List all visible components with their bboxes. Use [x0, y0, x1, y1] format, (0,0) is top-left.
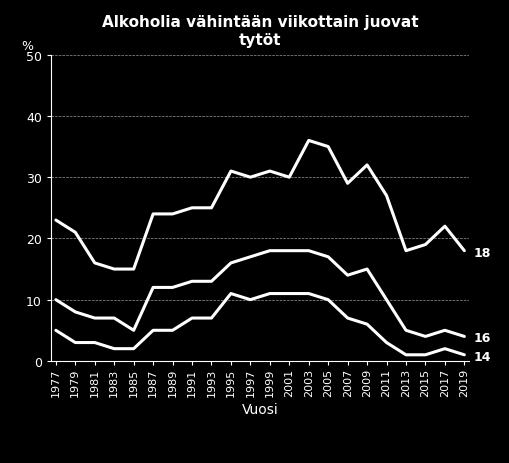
- Text: %: %: [22, 39, 34, 52]
- Title: Alkoholia vähintään viikottain juovat
tytöt: Alkoholia vähintään viikottain juovat ty…: [102, 15, 417, 48]
- X-axis label: Vuosi: Vuosi: [241, 402, 278, 416]
